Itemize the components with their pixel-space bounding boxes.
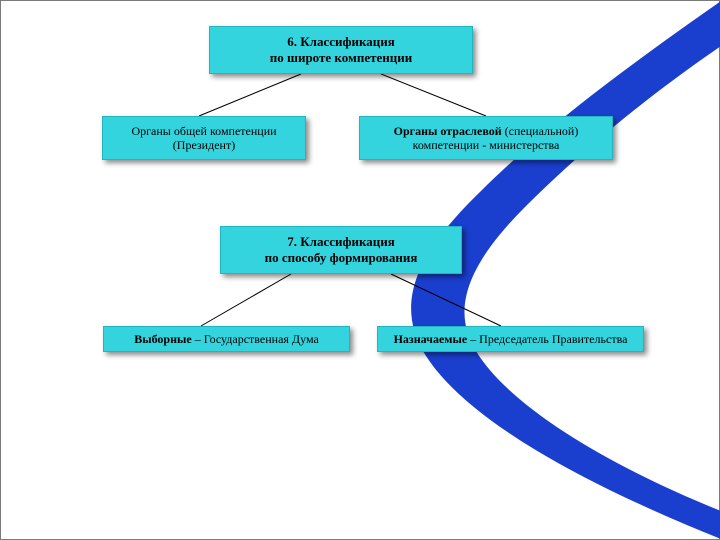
classification-6-left-leaf: Органы общей компетенции(Президент) xyxy=(102,116,306,160)
classification-7-left-leaf: Выборные – Государственная Дума xyxy=(103,326,350,352)
classification-7-title: 7. Классификацияпо способу формирования xyxy=(220,226,462,274)
connector-line xyxy=(391,274,501,326)
connector-line xyxy=(381,74,486,116)
classification-7-right-leaf: Назначаемые – Председатель Правительства xyxy=(377,326,644,352)
connector-line xyxy=(201,274,291,326)
slide-stage: 6. Классификацияпо широте компетенции Ор… xyxy=(0,0,720,540)
classification-6-title: 6. Классификацияпо широте компетенции xyxy=(209,26,473,74)
classification-6-right-leaf: Органы отраслевой (специальной)компетенц… xyxy=(359,116,613,160)
connector-line xyxy=(199,74,301,116)
